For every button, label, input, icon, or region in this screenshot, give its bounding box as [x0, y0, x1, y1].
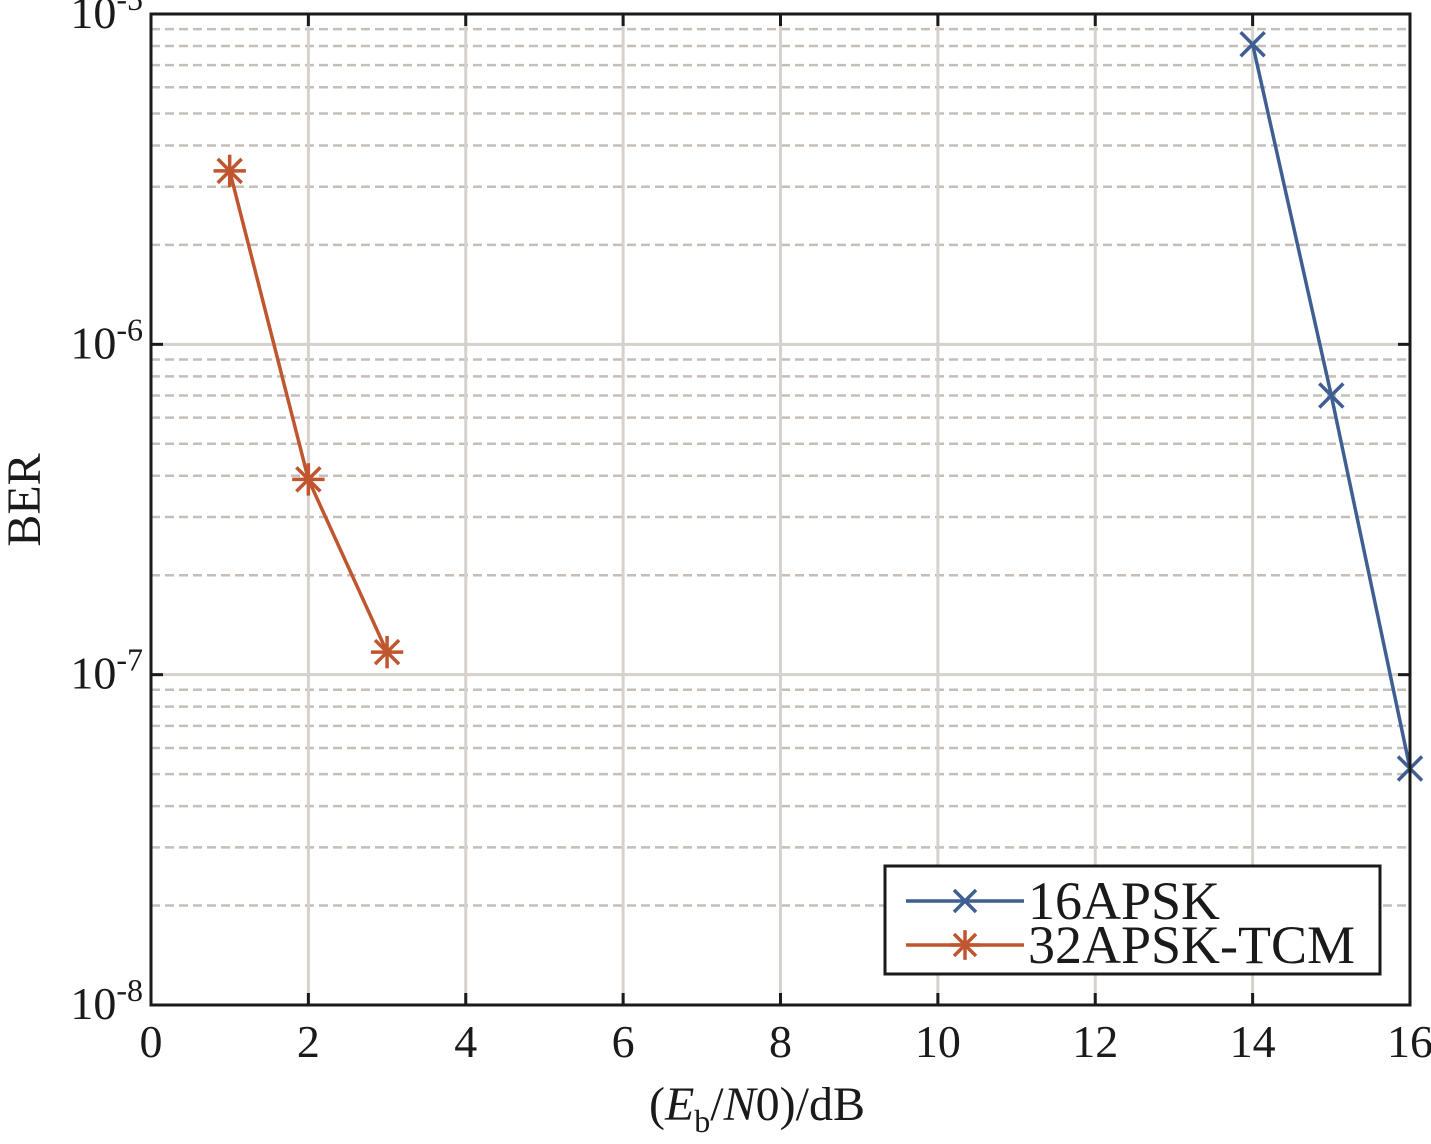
- major-grid: [149, 12, 1412, 1007]
- marker-x-stroke: [1318, 382, 1345, 409]
- y-tick-labels: 10-810-710-610-5: [70, 0, 143, 1029]
- x-label-e: E: [664, 1078, 694, 1131]
- y-tick-exponent: -6: [116, 311, 143, 347]
- x-label-sub: b: [694, 1103, 710, 1139]
- legend-entry: 16APSK: [906, 871, 1220, 931]
- series-16apsk: [1239, 30, 1424, 782]
- x-label-n: N: [723, 1078, 759, 1131]
- x-tick-label: 6: [612, 1016, 635, 1067]
- x-label-slash: /: [710, 1078, 724, 1131]
- x-tick-label: 2: [297, 1016, 320, 1067]
- series-line: [1250, 43, 1412, 769]
- y-tick-label: 10-7: [70, 642, 143, 699]
- y-tick-base: 10: [70, 317, 116, 368]
- legend-entry: 32APSK-TCM: [906, 915, 1355, 975]
- x-label-rest: 0)/dB: [756, 1078, 865, 1131]
- y-tick-exponent: -5: [116, 0, 143, 17]
- x-tick-label: 16: [1387, 1016, 1431, 1067]
- y-tick-base: 10: [70, 978, 116, 1029]
- y-tick-exponent: -7: [116, 642, 143, 678]
- y-tick-label: 10-6: [70, 311, 143, 368]
- x-tick-label: 14: [1230, 1016, 1276, 1067]
- data-point: [370, 635, 404, 669]
- y-tick-exponent: -8: [116, 972, 143, 1008]
- series-layer: [213, 30, 1424, 782]
- x-tick-label: 10: [915, 1016, 961, 1067]
- y-tick-label: 10-8: [70, 972, 143, 1029]
- x-tick-label: 4: [454, 1016, 477, 1067]
- legend-label: 32APSK-TCM: [1028, 915, 1355, 975]
- series-32apsk-tcm: [213, 154, 404, 669]
- x-tick-label: 12: [1072, 1016, 1118, 1067]
- x-tick-label: 0: [140, 1016, 163, 1067]
- legend-label: 16APSK: [1028, 871, 1220, 931]
- legend-box: [883, 864, 1382, 976]
- marker-x-stroke: [1239, 30, 1266, 58]
- x-tick-labels: 0 2 4 6 8 10 12 14 16: [140, 1016, 1431, 1067]
- y-tick-base: 10: [70, 0, 116, 38]
- y-tick-base: 10: [70, 648, 116, 699]
- y-axis-label: BER: [0, 453, 51, 546]
- marker-x-stroke: [952, 888, 978, 914]
- tick-marks: [149, 12, 1412, 1007]
- y-tick-label: 10-5: [70, 0, 143, 38]
- data-point: [213, 154, 246, 188]
- x-axis-label: (Eb/N0)/dB: [649, 1078, 865, 1139]
- x-label-open: (: [649, 1078, 665, 1131]
- data-point: [1318, 382, 1345, 409]
- x-tick-label: 8: [769, 1016, 792, 1067]
- data-point: [292, 463, 325, 496]
- data-point: [1239, 30, 1266, 58]
